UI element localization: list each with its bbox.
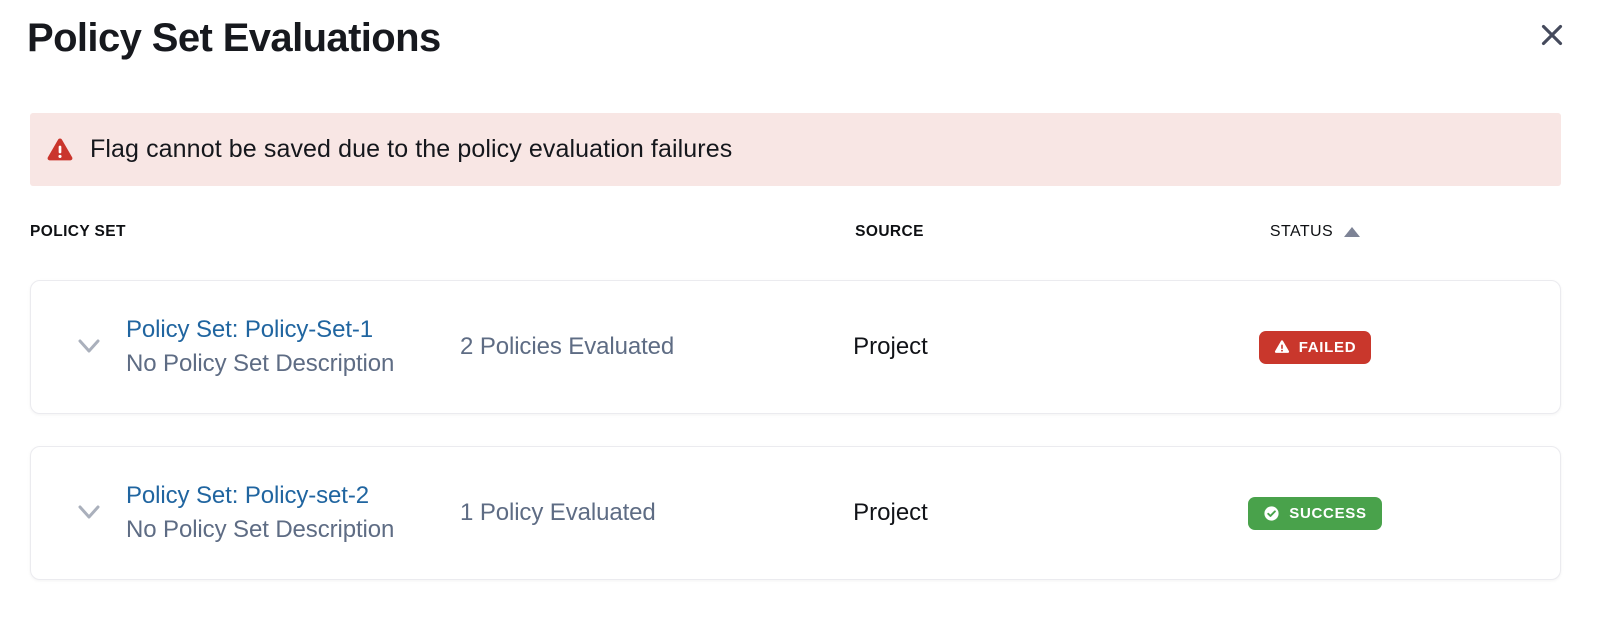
expand-cell [31, 498, 121, 528]
policies-evaluated-count: 2 Policies Evaluated [460, 333, 675, 360]
close-button[interactable] [1535, 18, 1569, 52]
status-badge-success: SUCCESS [1248, 496, 1382, 530]
policies-evaluated-count: 1 Policy Evaluated [460, 499, 656, 526]
policy-set-row-2: Policy Set: Policy-set-2 No Policy Set D… [30, 446, 1561, 580]
policy-set-link[interactable]: Policy Set: Policy-set-2 [126, 482, 370, 509]
status-badge-label: FAILED [1298, 338, 1357, 356]
close-icon [1541, 24, 1563, 46]
policy-set-description: No Policy Set Description [126, 350, 395, 377]
error-alert: Flag cannot be saved due to the policy e… [30, 113, 1561, 186]
expand-row-button[interactable] [67, 498, 111, 528]
policy-set-evaluations-modal: Policy Set Evaluations Flag cannot be sa… [27, 16, 1563, 580]
status-cell: SUCCESS [1248, 496, 1382, 530]
modal-header: Policy Set Evaluations [27, 16, 1563, 61]
page-title: Policy Set Evaluations [27, 16, 441, 60]
column-header-policy-set: POLICY SET [30, 222, 126, 240]
status-cell: FAILED [1258, 330, 1372, 364]
alert-message: Flag cannot be saved due to the policy e… [90, 135, 733, 163]
expand-cell [31, 332, 121, 362]
status-header-label: STATUS [1269, 222, 1334, 240]
column-header-status[interactable]: STATUS [1269, 222, 1361, 241]
source-value: Project [853, 499, 928, 526]
expand-row-button[interactable] [67, 332, 111, 362]
sort-ascending-icon [1344, 226, 1361, 237]
chevron-down-icon [78, 505, 100, 519]
policy-set-info: Policy Set: Policy-Set-1 No Policy Set D… [121, 313, 451, 381]
policy-set-info: Policy Set: Policy-set-2 No Policy Set D… [121, 479, 451, 547]
policy-set-row-1: Policy Set: Policy-Set-1 No Policy Set D… [30, 280, 1561, 414]
status-badge-label: SUCCESS [1289, 504, 1367, 522]
source-value: Project [853, 333, 928, 360]
warning-triangle-icon [47, 138, 73, 160]
column-header-source: SOURCE [855, 222, 924, 240]
warning-triangle-icon [1274, 340, 1289, 353]
policy-set-description: No Policy Set Description [126, 516, 395, 543]
check-circle-icon [1264, 505, 1279, 521]
policy-set-link[interactable]: Policy Set: Policy-Set-1 [126, 316, 374, 343]
chevron-down-icon [78, 339, 100, 353]
status-badge-failed: FAILED [1258, 330, 1372, 364]
table-header: POLICY SET SOURCE STATUS [30, 219, 1561, 244]
